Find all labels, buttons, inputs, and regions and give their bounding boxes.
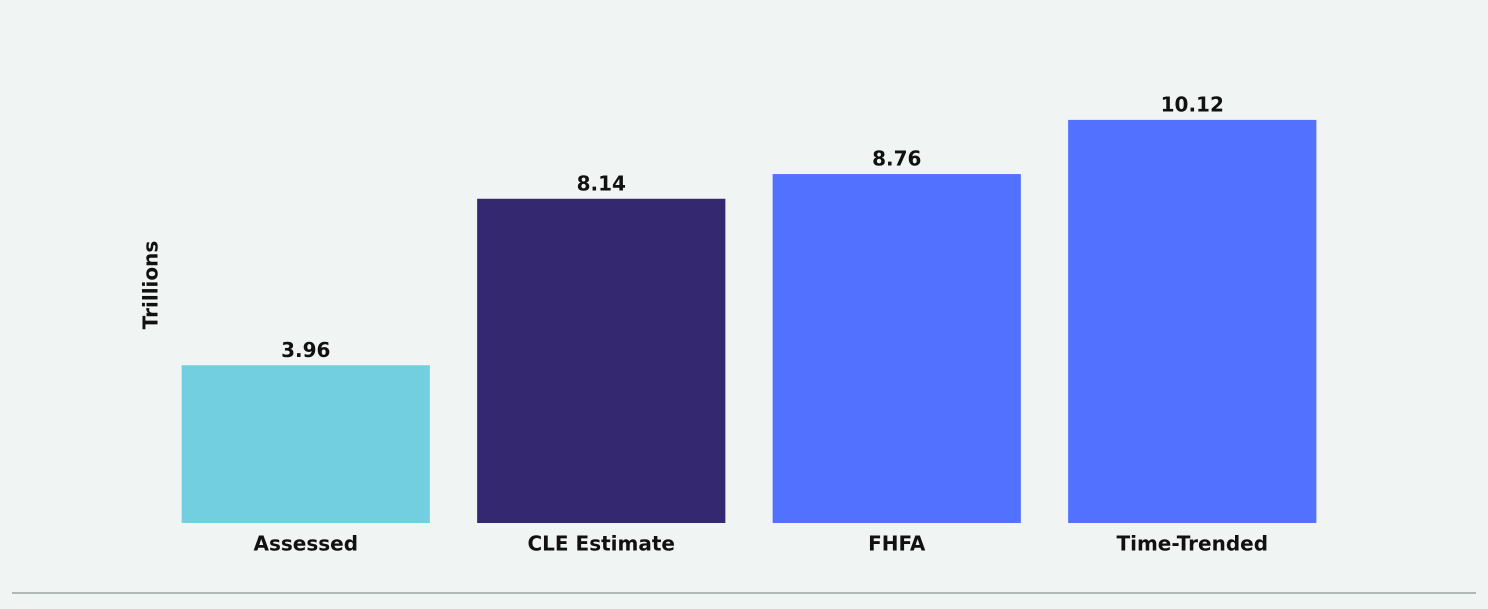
- x-tick-label: Time-Trended: [1116, 532, 1268, 556]
- bar: [1068, 119, 1317, 524]
- x-tick-label: Assessed: [253, 532, 358, 556]
- bar: [772, 174, 1021, 523]
- value-label: 8.76: [872, 147, 921, 171]
- value-label: 3.96: [281, 338, 330, 362]
- bar: [477, 198, 726, 524]
- x-tick-label: CLE Estimate: [528, 532, 676, 556]
- value-label: 10.12: [1161, 92, 1224, 116]
- value-label: 8.14: [577, 171, 626, 195]
- y-axis-label: Trillions: [139, 241, 163, 330]
- bar: [181, 365, 430, 523]
- x-tick-label: FHFA: [868, 532, 926, 556]
